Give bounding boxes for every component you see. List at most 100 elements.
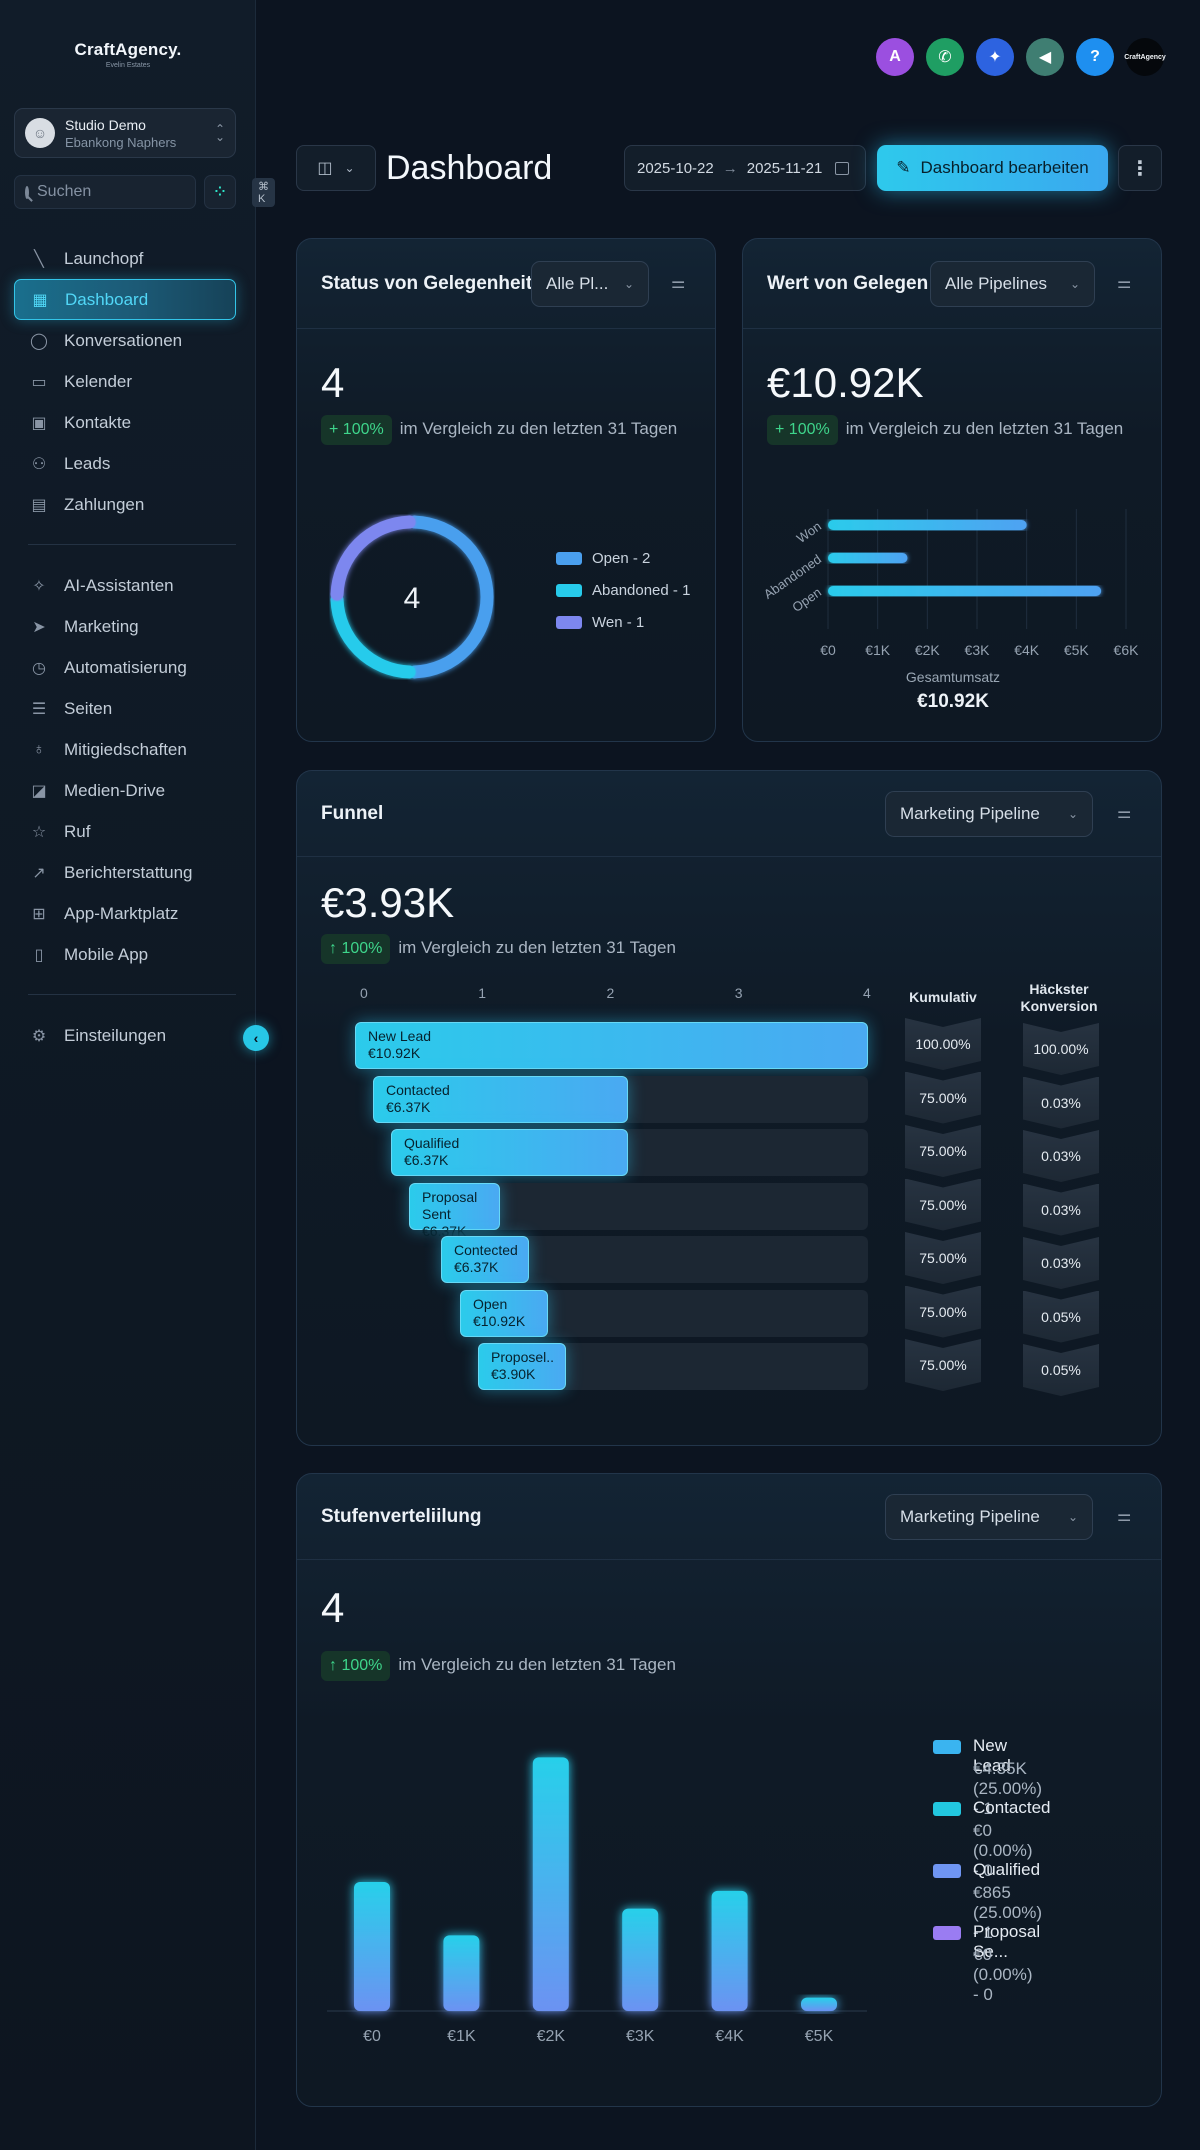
more-options-button[interactable]: ⋮ <box>1118 145 1162 191</box>
stage-bar[interactable] <box>532 1757 569 2011</box>
sidebar-item-kelender[interactable]: ▭ Kelender <box>14 361 236 402</box>
megaphone-icon[interactable]: ◀ <box>1026 38 1064 76</box>
stage-bar[interactable] <box>622 1908 659 2011</box>
select-value: Alle Pipelines <box>945 274 1048 293</box>
layout-toggle-button[interactable]: ◫ ⌄ <box>296 145 376 191</box>
kpi-compare: ↑ 100% im Vergleich zu den letzten 31 Tag… <box>321 1651 676 1681</box>
search-box[interactable]: ⌘ K <box>14 175 275 209</box>
pipeline-select[interactable]: Alle Pl... ⌄ <box>531 261 649 307</box>
brand-logo-icon[interactable]: CraftAgency <box>1124 38 1166 76</box>
send-icon: ➤ <box>32 618 46 636</box>
legend-swatch <box>556 552 582 565</box>
sidebar-item-label: Mitigiedschaften <box>64 739 187 759</box>
pipeline-select[interactable]: Alle Pipelines ⌄ <box>930 261 1095 307</box>
pipeline-select[interactable]: Marketing Pipeline ⌄ <box>885 1494 1093 1540</box>
bar-won[interactable] <box>828 520 1027 530</box>
sidebar-item-ruf[interactable]: ☆ Ruf <box>14 811 236 852</box>
stage-bar[interactable] <box>711 1890 748 2011</box>
kpi-compare: ↑ 100% im Vergleich zu den letzten 31 Tag… <box>321 934 676 964</box>
sidebar-item-launchopf[interactable]: ╲ Launchopf <box>14 238 236 279</box>
donut-slice-open[interactable] <box>408 515 494 679</box>
collapse-sidebar-button[interactable]: ‹ <box>243 1025 269 1051</box>
funnel-bar[interactable]: New Lead €10.92K <box>355 1022 868 1069</box>
search-input[interactable] <box>37 183 244 201</box>
sidebar-item-ai-assistanten[interactable]: ✧ AI-Assistanten <box>14 565 236 606</box>
sidebar-item-app-marktplatz[interactable]: ⊞ App-Marktplatz <box>14 893 236 934</box>
funnel-bar[interactable]: Proposel.. €3.90K <box>478 1343 566 1390</box>
legend-item[interactable]: Abandoned - 1 <box>556 582 690 599</box>
funnel-bar[interactable]: Contacted €6.37K <box>373 1075 628 1123</box>
kpi-value: €3.93K <box>321 879 455 926</box>
legend-item[interactable]: Open - 2 <box>556 550 650 567</box>
sidebar-item-zahlungen[interactable]: ▤ Zahlungen <box>14 484 236 525</box>
sidebar-item-berichterstattung[interactable]: ↗ Berichterstattung <box>14 852 236 893</box>
quick-action-button[interactable]: ⁘ <box>204 175 236 209</box>
sidebar-item-mobile-app[interactable]: ▯ Mobile App <box>14 934 236 975</box>
translate-icon[interactable]: A <box>876 38 914 76</box>
funnel-bar[interactable]: Proposal Sent €6.37K <box>409 1182 500 1239</box>
legend-item[interactable]: Wen - 1 <box>556 614 644 631</box>
pipeline-select[interactable]: Marketing Pipeline ⌄ <box>885 791 1093 837</box>
kumulativ-cell: 75.00% <box>905 1178 981 1231</box>
y-category-label: Won <box>794 518 824 545</box>
date-from: 2025-10-22 <box>637 159 714 177</box>
filter-icon[interactable]: ⚌ <box>1117 275 1132 292</box>
avatar: ☺ <box>25 118 55 148</box>
help-icon[interactable]: ? <box>1076 38 1114 76</box>
phone-icon[interactable]: ✆ <box>926 38 964 76</box>
sidebar-item-kontakte[interactable]: ▣ Kontakte <box>14 402 236 443</box>
sidebar-item-dashboard[interactable]: ▦ Dashboard <box>14 279 236 320</box>
filter-icon[interactable]: ⚌ <box>1117 805 1132 822</box>
kpi-compare: + 100% im Vergleich zu den letzten 31 Tag… <box>321 415 681 445</box>
x-tick-label: €3K <box>626 2028 655 2045</box>
stage-bar[interactable] <box>443 1935 480 2011</box>
brand-logo[interactable]: CraftAgency. Evelin Estates <box>0 40 256 69</box>
sidebar-item-label: Automatisierung <box>64 657 187 677</box>
bar-abandoned[interactable] <box>828 553 908 563</box>
compare-text: im Vergleich zu den letzten 31 Tagen <box>399 419 678 438</box>
funnel-stage-value: €10.92K <box>368 1045 421 1061</box>
filter-icon[interactable]: ⚌ <box>671 275 686 292</box>
sidebar-item-leads[interactable]: ⚇ Leads <box>14 443 236 484</box>
date-range-picker[interactable]: 2025-10-22 → 2025-11-21 <box>624 145 866 191</box>
stage-bar[interactable] <box>801 1997 837 2011</box>
funnel-bar[interactable]: Open €10.92K <box>460 1289 548 1337</box>
sidebar-item-label: Zahlungen <box>64 494 145 514</box>
konversion-header: Häckster Konversion <box>1020 981 1098 1014</box>
change-badge: + 100% <box>767 415 838 445</box>
card-title: Status von Gelegenheit <box>321 273 533 294</box>
sidebar-item-marketing[interactable]: ➤ Marketing <box>14 606 236 647</box>
funnel-bar[interactable]: Contected €6.37K <box>441 1236 529 1283</box>
funnel-bar[interactable]: Qualified €6.37K <box>391 1129 628 1176</box>
legend-label: Open - 2 <box>592 550 651 567</box>
chevron-down-icon: ⌄ <box>1069 277 1080 291</box>
donut-slice-abandoned[interactable] <box>330 593 416 679</box>
launch-icon: ╲ <box>34 250 44 268</box>
account-switcher[interactable]: ☺ Studio Demo Ebankong Naphers ⌃ ⌄ <box>14 108 236 158</box>
edit-dashboard-button[interactable]: ✎ Dashboard bearbeiten <box>877 145 1108 191</box>
sidebar-item-einsteilungen[interactable]: ⚙ Einsteilungen <box>14 1015 236 1056</box>
funnel-axis-tick: 1 <box>478 985 487 1001</box>
sidebar-item-medien-drive[interactable]: ◪ Medien-Drive <box>14 770 236 811</box>
legend-swatch <box>933 1926 961 1940</box>
kpi-value: €10.92K <box>767 359 924 406</box>
select-value: Marketing Pipeline <box>900 1507 1040 1526</box>
brand-sub: Evelin Estates <box>105 62 151 69</box>
kumulativ-cell: 75.00% <box>905 1339 981 1391</box>
funnel-card: Funnel Marketing Pipeline ⌄ ⚌ €3.93K ↑ 1… <box>296 770 1162 1446</box>
filter-icon[interactable]: ⚌ <box>1117 1508 1132 1525</box>
reporting-icon: ↗ <box>32 864 46 882</box>
card-title: Stufenverteliilung <box>321 1506 482 1527</box>
kumulativ-cell: 75.00% <box>905 1285 981 1338</box>
sidebar-item-seiten[interactable]: ☰ Seiten <box>14 688 236 729</box>
magic-icon[interactable]: ✦ <box>976 38 1014 76</box>
legend-swatch <box>933 1740 961 1754</box>
stage-bar[interactable] <box>354 1881 390 2011</box>
sidebar-item-konversationen[interactable]: ◯ Konversationen <box>14 320 236 361</box>
sidebar-item-mitigiedschaften[interactable]: ♁ Mitigiedschaften <box>14 729 236 770</box>
bar-open[interactable] <box>828 586 1102 596</box>
donut-slice-wen[interactable] <box>330 515 416 601</box>
funnel-stage-value: €6.37K <box>386 1098 431 1115</box>
chevron-down-icon: ⌄ <box>623 277 634 291</box>
sidebar-item-automatisierung[interactable]: ◷ Automatisierung <box>14 647 236 688</box>
